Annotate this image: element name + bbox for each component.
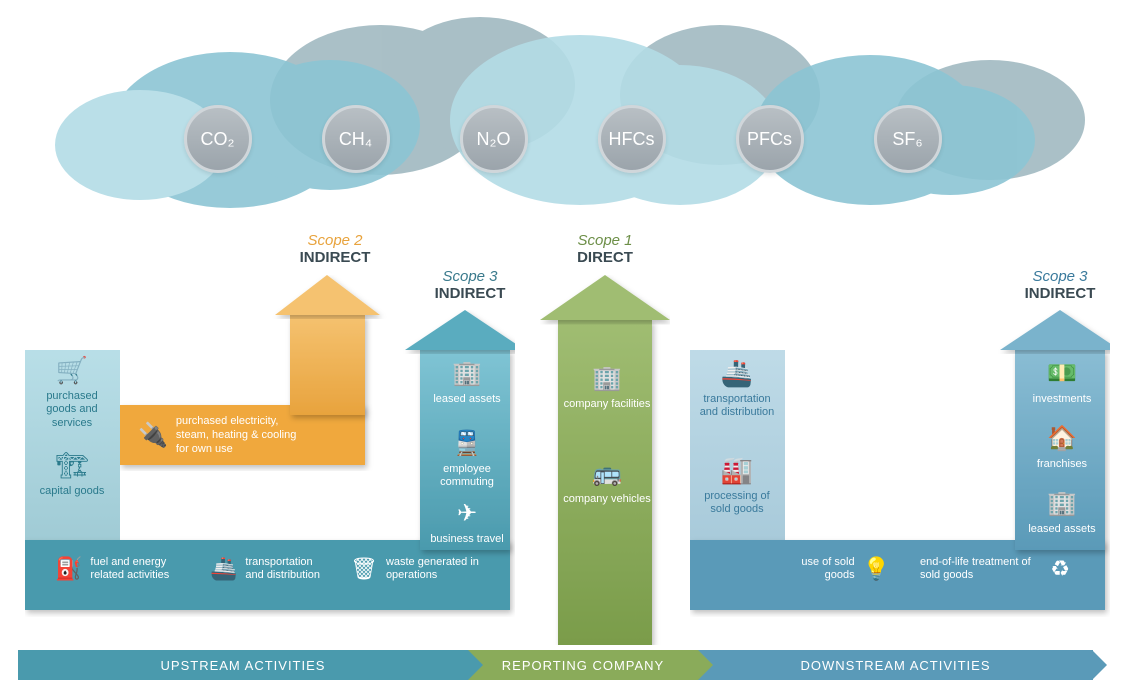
factory-icon: 🏗 [32,450,112,481]
bus-icon: 🚌 [562,460,652,489]
item-employee-commuting: 🚆 employee commuting [427,430,507,489]
factory-icon: 🏭 [697,455,777,486]
gas-circles-row: CO₂ CH₄ N₂O HFCs PFCs SF₆ [0,105,1125,173]
ghg-scopes-diagram: CO₂ CH₄ N₂O HFCs PFCs SF₆ Scope 2 INDIRE… [0,0,1125,692]
item-company-vehicles: 🚌 company vehicles [562,460,652,506]
recycle-icon: ♻ [1050,556,1070,582]
item-capital-goods: 🏗 capital goods [32,450,112,498]
gas-n2o: N₂O [460,105,528,173]
fuel-icon: ⛽ [55,556,82,582]
item-end-of-life: end-of-life treatment of sold goods ♻ [920,556,1070,582]
item-transport-downstream: 🚢 transportation and distribution [697,358,777,420]
item-franchises: 🏠 franchises [1022,425,1102,471]
plug-icon: 🔌 [138,421,168,451]
item-leased-assets-down: 🏢 leased assets [1022,490,1102,536]
item-transport-upstream: 🚢 transportation and distribution [210,556,330,582]
bar-reporting: REPORTING COMPANY [468,650,698,680]
buildings-icon: 🏢 [562,365,652,394]
bar-upstream: UPSTREAM ACTIVITIES [18,650,468,680]
item-investments: 💵 investments [1022,360,1102,406]
ship-icon: 🚢 [210,556,237,582]
bottom-category-bar: UPSTREAM ACTIVITIES REPORTING COMPANY DO… [18,650,1107,680]
scope3-up-label: Scope 3 INDIRECT [410,268,530,302]
bar-downstream: DOWNSTREAM ACTIVITIES [698,650,1093,680]
building-icon: 🏢 [427,360,507,389]
building-icon: 🏢 [1022,490,1102,519]
item-waste: 🗑 waste generated in operations [350,556,480,582]
train-icon: 🚆 [427,430,507,459]
trash-icon: 🗑 [350,556,378,582]
gas-ch4: CH₄ [322,105,390,173]
scope2-label: Scope 2 INDIRECT [275,232,395,266]
item-business-travel: ✈ business travel [427,500,507,546]
cart-icon: 🛒 [32,355,112,386]
scope1-label: Scope 1 DIRECT [545,232,665,266]
plane-icon: ✈ [427,500,507,529]
scope3-down-label: Scope 3 INDIRECT [1000,268,1120,302]
item-leased-assets-up: 🏢 leased assets [427,360,507,406]
gas-pfcs: PFCs [736,105,804,173]
item-processing: 🏭 processing of sold goods [697,455,777,517]
house-icon: 🏠 [1022,425,1102,454]
gas-hfcs: HFCs [598,105,666,173]
item-purchased-electricity: 🔌 purchased electricity, steam, heating … [138,415,298,456]
item-company-facilities: 🏢 company facilities [562,365,652,411]
bulb-icon: 💡 [863,556,890,582]
gas-sf6: SF₆ [874,105,942,173]
ship-icon: 🚢 [697,358,777,389]
item-purchased-goods: 🛒 purchased goods and services [32,355,112,430]
gas-co2: CO₂ [184,105,252,173]
item-fuel-energy: ⛽ fuel and energy related activities [55,556,185,582]
item-use-sold-goods: 💡 use of sold goods [780,556,890,582]
money-icon: 💵 [1022,360,1102,389]
